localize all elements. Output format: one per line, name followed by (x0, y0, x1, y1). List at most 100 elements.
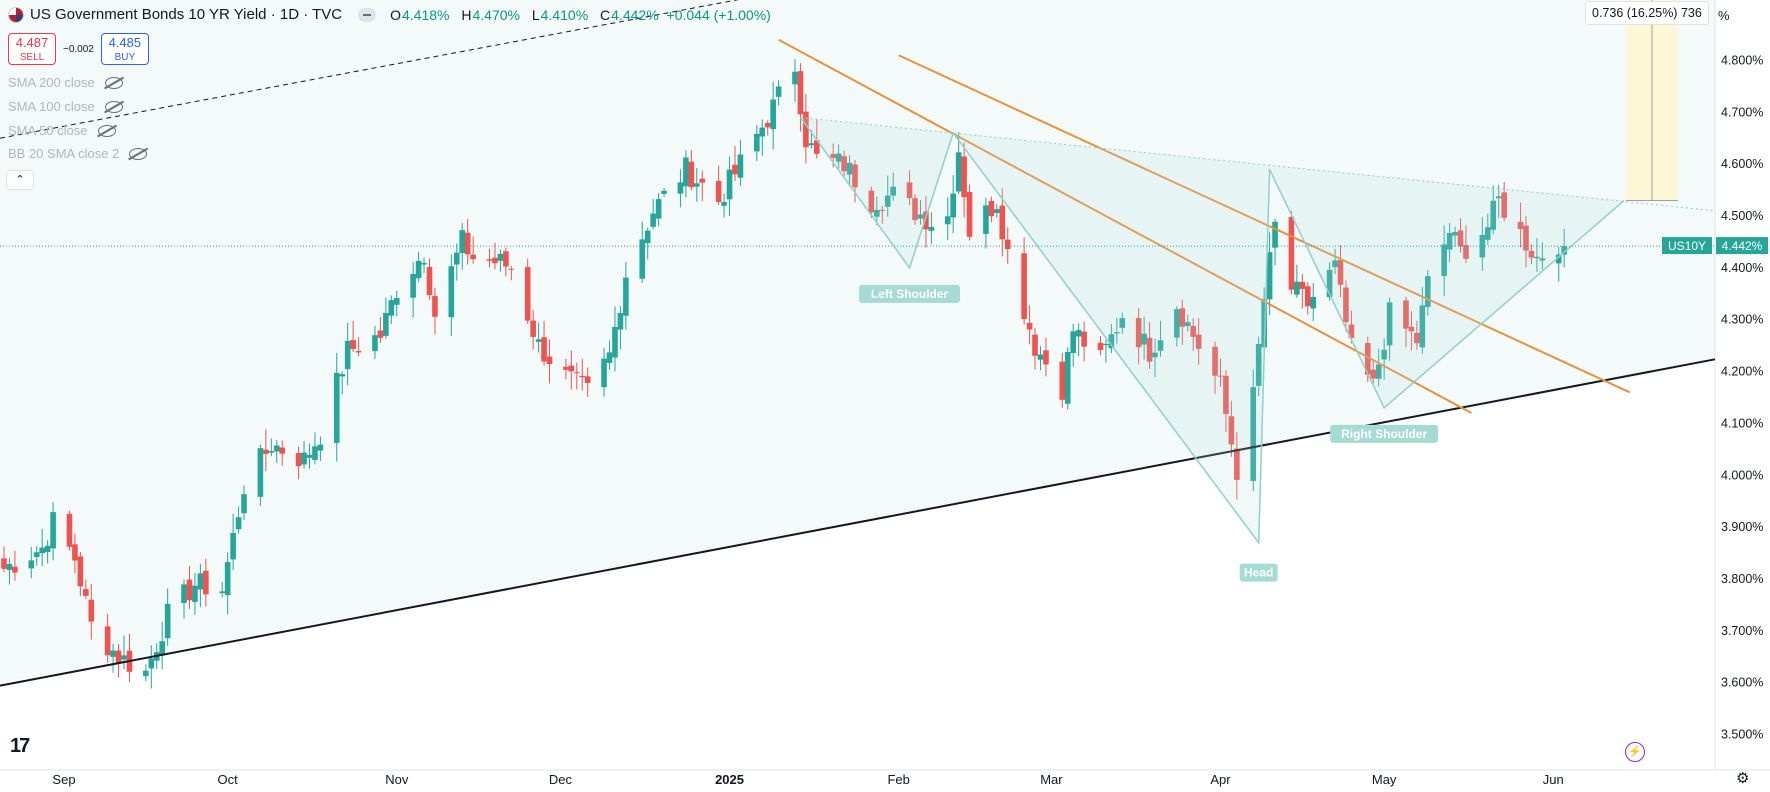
indicator-label: BB 20 SMA close 2 (8, 146, 120, 161)
candle-body (606, 352, 613, 363)
y-tick-label: 3.900% (1721, 520, 1763, 534)
candle-body (279, 447, 286, 454)
candle-body (6, 564, 13, 570)
candle (1097, 336, 1104, 356)
candle (535, 322, 542, 353)
candle (1294, 264, 1300, 298)
chevron-up-icon[interactable]: ⌃ (6, 170, 34, 190)
candle-body (530, 320, 536, 337)
axis-unit: % (1718, 8, 1730, 23)
candle-body (1457, 230, 1464, 247)
candle (683, 150, 689, 198)
hs-pattern-outline (799, 117, 1625, 545)
candle-body (83, 589, 89, 596)
x-tick-label: Apr (1210, 772, 1231, 787)
candle-body (410, 273, 416, 298)
candle-body (1304, 286, 1311, 307)
candle (115, 643, 122, 678)
pattern-label: Left Shoulder (859, 284, 961, 303)
gear-icon[interactable]: ⚙ (1736, 770, 1750, 787)
candle-body (1174, 309, 1180, 338)
pattern-label-bg (859, 284, 961, 303)
candle (754, 125, 760, 162)
buy-button[interactable]: 4.485 BUY (100, 33, 149, 65)
y-tick-label: 4.400% (1721, 261, 1763, 275)
eye-hidden-icon[interactable] (97, 124, 116, 137)
candle (1250, 369, 1257, 492)
indicator-bb[interactable]: BB 20 SMA close 2 (8, 146, 148, 161)
candle-body (295, 453, 302, 467)
eye-hidden-icon[interactable] (104, 76, 123, 89)
indicator-sma-50[interactable]: SMA 50 close (8, 123, 116, 138)
candle-body (1184, 322, 1191, 326)
ohlc-close: 4.442% (611, 6, 659, 23)
candle-body (1288, 216, 1295, 290)
candle-body (448, 266, 455, 318)
candle-body (988, 201, 995, 217)
candle (639, 221, 646, 283)
candle (295, 446, 302, 480)
candle-body (1490, 200, 1497, 230)
candle-body (263, 449, 269, 454)
candle-body (1261, 298, 1267, 348)
candle-body (344, 340, 351, 370)
candle (1337, 245, 1344, 298)
candle (792, 59, 798, 102)
candle (1343, 280, 1349, 332)
candle-body (955, 152, 962, 192)
candle (164, 588, 171, 646)
candle (890, 172, 896, 201)
candle-body (563, 366, 569, 370)
eye-hidden-icon[interactable] (104, 100, 123, 113)
sell-button[interactable]: 4.487 SELL (8, 33, 56, 65)
candle (1523, 216, 1529, 268)
ohlc-legend: O4.418% H4.470% L4.410% C4.442% +0.044 (… (390, 7, 779, 23)
candle-body (917, 214, 924, 219)
candle (33, 546, 40, 566)
candle (1561, 228, 1567, 268)
candle (1272, 218, 1278, 266)
indicator-sma-100[interactable]: SMA 100 close (8, 99, 123, 114)
candle-body (88, 599, 95, 622)
pattern-label-text: Head (1244, 566, 1273, 580)
candle-body (393, 298, 400, 305)
candle-body (1004, 239, 1011, 250)
candle-body (1294, 281, 1300, 295)
candle-body (579, 375, 586, 378)
candle (39, 528, 45, 567)
candle (1103, 339, 1109, 363)
lightning-icon[interactable]: ⚡ (1625, 742, 1645, 762)
neckline (800, 116, 1716, 212)
candle (775, 80, 782, 106)
candle (1174, 306, 1180, 347)
candle-body (470, 254, 476, 260)
candle-body (541, 337, 547, 362)
candle-body (1141, 333, 1147, 345)
tradingview-logo-icon[interactable]: 17 (10, 735, 30, 757)
candle-body (1021, 253, 1027, 320)
candle (879, 205, 886, 224)
symbol-title[interactable]: US Government Bonds 10 YR Yield · 1D · T… (30, 6, 343, 23)
candle (1070, 323, 1077, 367)
candle (644, 227, 651, 260)
candle (884, 175, 891, 217)
sell-label: SELL (19, 52, 45, 63)
candle-body (143, 670, 149, 677)
candle-body (546, 356, 553, 365)
candle (677, 169, 684, 208)
collapse-header-button[interactable] (358, 7, 377, 22)
candle-body (1332, 260, 1338, 268)
candle-body (1485, 227, 1491, 240)
eye-hidden-icon[interactable] (129, 147, 148, 160)
candle (12, 550, 18, 581)
candle-body (28, 560, 35, 569)
candle (1228, 400, 1235, 457)
candle-body (1, 558, 7, 569)
candle-body (1343, 287, 1349, 322)
indicator-sma-200[interactable]: SMA 200 close (8, 75, 123, 90)
y-tick-label: 4.000% (1721, 468, 1763, 482)
candle (721, 193, 727, 218)
candle (1021, 237, 1027, 325)
candle-body (464, 232, 471, 255)
